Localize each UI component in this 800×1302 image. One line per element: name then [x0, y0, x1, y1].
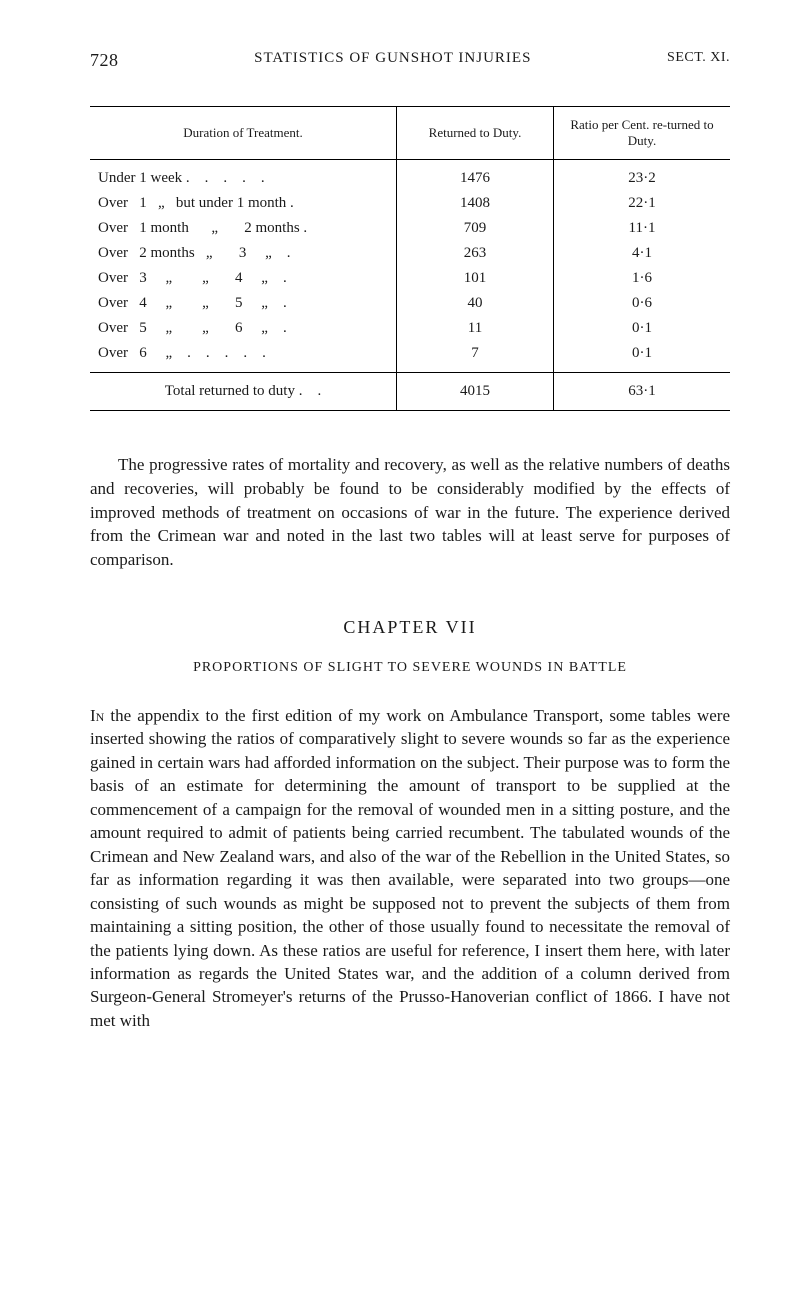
table-header-row: Duration of Treatment. Returned to Duty.…: [90, 107, 730, 160]
col-header-ratio: Ratio per Cent. re-turned to Duty.: [554, 107, 731, 160]
lead-word: In: [90, 706, 104, 725]
cell-returned: 1476: [397, 166, 554, 191]
table-total-row: Total returned to duty . . 4015 63·1: [90, 373, 730, 411]
cell-ratio: 23·2: [554, 166, 731, 191]
cell-duration: Over 3 „ „ 4 „ .: [90, 266, 397, 291]
cell-total-label: Total returned to duty . .: [90, 373, 397, 411]
table-row: Over 5 „ „ 6 „ . 11 0·1: [90, 316, 730, 341]
cell-ratio: 11·1: [554, 216, 731, 241]
cell-returned: 40: [397, 291, 554, 316]
chapter-subtitle: PROPORTIONS OF SLIGHT TO SEVERE WOUNDS I…: [90, 660, 730, 676]
cell-duration: Over 6 „ . . . . .: [90, 341, 397, 366]
paragraph-appendix: In the appendix to the first edition of …: [90, 704, 730, 1032]
table-row: Over 1 month „ 2 months . 709 11·1: [90, 216, 730, 241]
cell-duration: Over 1 month „ 2 months .: [90, 216, 397, 241]
cell-returned: 7: [397, 341, 554, 366]
cell-duration: Over 5 „ „ 6 „ .: [90, 316, 397, 341]
page-number: 728: [90, 50, 119, 71]
running-title: STATISTICS OF GUNSHOT INJURIES: [254, 50, 531, 71]
cell-returned: 263: [397, 241, 554, 266]
paragraph-progressive-rates: The progressive rates of mortality and r…: [90, 453, 730, 572]
duration-table: Duration of Treatment. Returned to Duty.…: [90, 106, 730, 411]
table-row: Under 1 week . . . . . 1476 23·2: [90, 166, 730, 191]
paragraph-rest: the appendix to the first edition of my …: [90, 706, 730, 1030]
cell-duration: Over 4 „ „ 5 „ .: [90, 291, 397, 316]
cell-ratio: 4·1: [554, 241, 731, 266]
cell-ratio: 0·1: [554, 316, 731, 341]
chapter-title: CHAPTER VII: [90, 617, 730, 638]
cell-duration: Over 1 „ but under 1 month .: [90, 191, 397, 216]
col-header-returned: Returned to Duty.: [397, 107, 554, 160]
col-header-duration: Duration of Treatment.: [90, 107, 397, 160]
section-label: SECT. XI.: [667, 50, 730, 71]
cell-duration: Under 1 week . . . . .: [90, 166, 397, 191]
cell-returned: 1408: [397, 191, 554, 216]
page-header: 728 STATISTICS OF GUNSHOT INJURIES SECT.…: [90, 50, 730, 71]
cell-returned: 101: [397, 266, 554, 291]
cell-ratio: 0·6: [554, 291, 731, 316]
cell-returned: 709: [397, 216, 554, 241]
table-row: Over 6 „ . . . . . 7 0·1: [90, 341, 730, 366]
table-row: Over 2 months „ 3 „ . 263 4·1: [90, 241, 730, 266]
cell-returned: 11: [397, 316, 554, 341]
cell-ratio: 1·6: [554, 266, 731, 291]
table-row: Over 1 „ but under 1 month . 1408 22·1: [90, 191, 730, 216]
cell-duration: Over 2 months „ 3 „ .: [90, 241, 397, 266]
page: 728 STATISTICS OF GUNSHOT INJURIES SECT.…: [0, 0, 800, 1082]
cell-total-returned: 4015: [397, 373, 554, 411]
table-row: Over 3 „ „ 4 „ . 101 1·6: [90, 266, 730, 291]
table-row: Over 4 „ „ 5 „ . 40 0·6: [90, 291, 730, 316]
cell-ratio: 0·1: [554, 341, 731, 366]
cell-ratio: 22·1: [554, 191, 731, 216]
cell-total-ratio: 63·1: [554, 373, 731, 411]
